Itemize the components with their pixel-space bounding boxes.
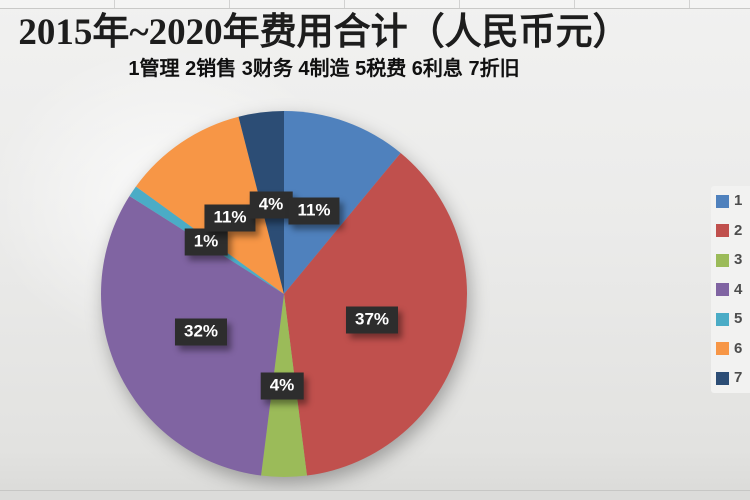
chart-subtitle: 1管理 2销售 3财务 4制造 5税费 6利息 7折旧 [128,58,520,80]
legend-item-4: 4 [716,280,750,298]
legend-item-7: 7 [716,369,750,386]
legend-swatch-6 [716,342,729,355]
legend-label-4: 4 [734,280,743,298]
legend-item-1: 1 [716,192,750,209]
legend-swatch-5 [716,312,729,326]
legend-swatch-3 [716,253,729,267]
legend-item-6: 6 [716,339,750,357]
legend-item-5: 5 [716,310,750,327]
bottom-edge-strip [0,490,750,500]
legend-swatch-2 [716,224,729,237]
legend-label-2: 2 [734,221,743,239]
legend-swatch-7 [716,371,729,385]
legend-item-3: 3 [716,251,750,268]
legend-label-1: 1 [734,192,743,209]
legend-swatch-1 [716,194,729,208]
legend-swatch-4 [716,283,729,296]
pie-slice-1-管理 [284,111,401,294]
legend: 1 2 3 4 5 6 7 [711,186,750,393]
legend-label-6: 6 [734,339,743,357]
legend-label-5: 5 [734,310,743,327]
legend-item-2: 2 [716,221,750,239]
top-edge-strip [0,0,750,9]
chart-header: 2015年~2020年费用合计（人民币元） 1管理 2销售 3财务 4制造 5税… [4,12,644,82]
legend-label-3: 3 [734,251,743,268]
chart-title: 2015年~2020年费用合计（人民币元） [18,12,630,53]
legend-label-7: 7 [734,369,743,386]
